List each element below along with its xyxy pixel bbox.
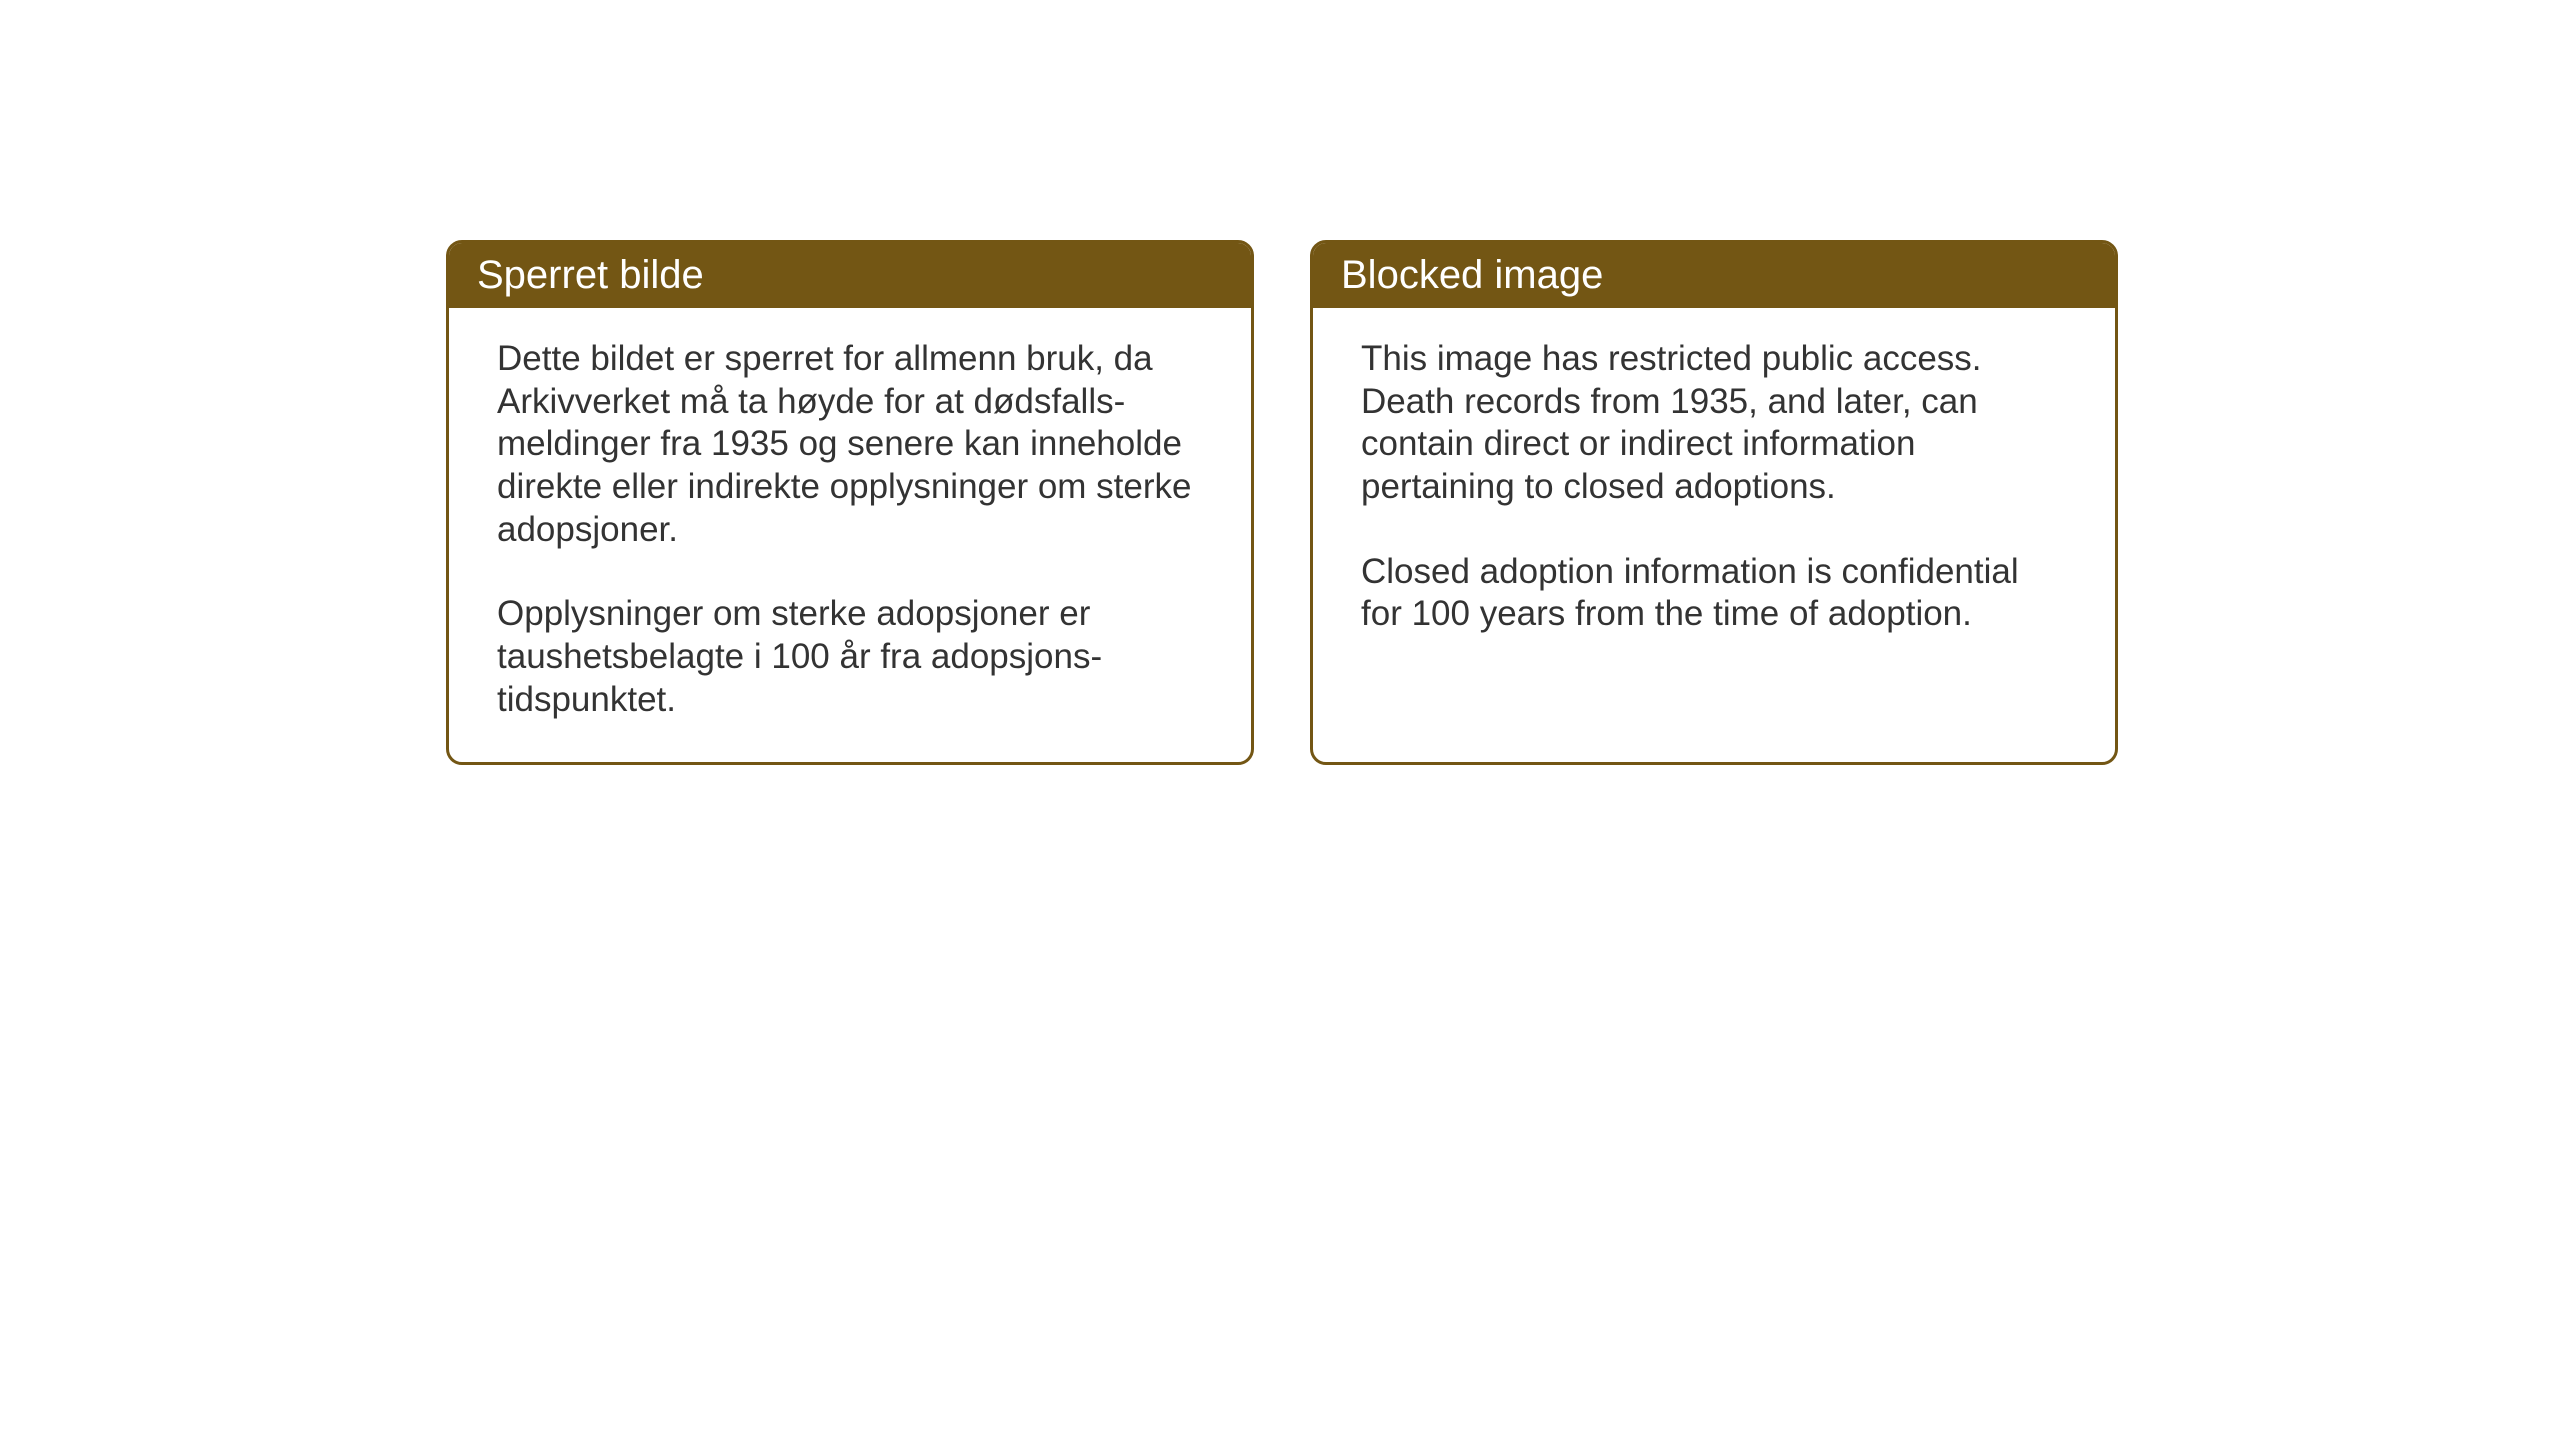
- notice-paragraph-2-norwegian: Opplysninger om sterke adopsjoner er tau…: [497, 593, 1203, 721]
- notice-title-english: Blocked image: [1341, 253, 1603, 297]
- notice-header-norwegian: Sperret bilde: [449, 243, 1251, 308]
- notice-title-norwegian: Sperret bilde: [477, 253, 704, 297]
- notice-box-english: Blocked image This image has restricted …: [1310, 240, 2118, 765]
- notice-box-norwegian: Sperret bilde Dette bildet er sperret fo…: [446, 240, 1254, 765]
- notice-body-norwegian: Dette bildet er sperret for allmenn bruk…: [449, 308, 1251, 762]
- notice-paragraph-1-english: This image has restricted public access.…: [1361, 338, 2067, 509]
- notice-header-english: Blocked image: [1313, 243, 2115, 308]
- notice-body-english: This image has restricted public access.…: [1313, 308, 2115, 676]
- notice-paragraph-2-english: Closed adoption information is confident…: [1361, 551, 2067, 636]
- notice-paragraph-1-norwegian: Dette bildet er sperret for allmenn bruk…: [497, 338, 1203, 551]
- notices-container: Sperret bilde Dette bildet er sperret fo…: [446, 240, 2118, 765]
